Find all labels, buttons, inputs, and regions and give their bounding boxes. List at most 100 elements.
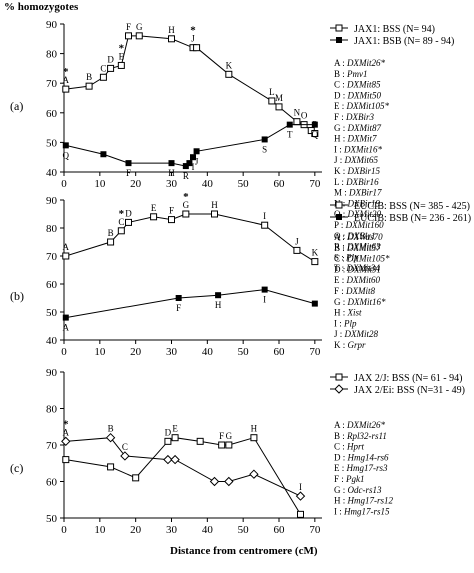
- x-tick-label: 20: [130, 178, 142, 190]
- x-tick-label: 70: [309, 178, 321, 190]
- data-point: [334, 384, 344, 394]
- marker-key-entry: B : Rpl32-rs11: [334, 431, 387, 441]
- marker-key-entry: I : Hmg17-rs15: [334, 506, 390, 516]
- legend-label: JAX 2/J: BSS (N= 61 - 94): [354, 373, 462, 384]
- marker-key-entry: K : DXBir15: [334, 166, 380, 176]
- data-point: [196, 437, 204, 445]
- data-point: [100, 151, 107, 158]
- data-point: [268, 97, 276, 105]
- panel-label: (c): [10, 461, 23, 475]
- point-label: A: [63, 242, 70, 252]
- data-point: [193, 44, 201, 52]
- marker-key-entry: F : DXBir3: [334, 112, 375, 122]
- point-label: M: [275, 93, 283, 103]
- x-tick-label: 70: [309, 524, 321, 536]
- point-label: J: [191, 34, 195, 44]
- marker-key-entry: E : Hmg17-rs3: [334, 463, 388, 473]
- x-tick-label: 50: [238, 178, 250, 190]
- marker-key-entry: H : DXMit7: [334, 134, 377, 144]
- point-label: G: [136, 22, 143, 32]
- data-point: [85, 82, 93, 90]
- marker-key-entry: A : DXMit26*: [334, 58, 386, 68]
- data-point: [250, 434, 258, 442]
- data-point: [62, 252, 70, 260]
- series-1: D E F G H: [62, 424, 304, 518]
- point-label: D: [125, 208, 132, 218]
- data-point: [182, 210, 190, 218]
- data-point: [171, 434, 179, 442]
- y-tick-label: 80: [46, 49, 58, 61]
- legend-label: JAX 2/Ei: BSS (N=31 - 49): [354, 385, 465, 396]
- data-point: [224, 476, 234, 487]
- panel-label: (a): [10, 99, 23, 113]
- marker-key-entry: T : DXMit34: [334, 263, 380, 273]
- x-tick-label: 10: [94, 346, 106, 358]
- point-label: H: [168, 25, 175, 35]
- point-label: Q: [312, 130, 319, 140]
- data-point: [225, 441, 233, 449]
- significance-star: *: [63, 66, 69, 78]
- x-tick-label: 0: [61, 346, 67, 358]
- y-tick-label: 40: [46, 167, 58, 179]
- marker-key-entry: G : Odc-rs13: [334, 485, 382, 495]
- data-point: [295, 491, 306, 501]
- chart-panel: 50 60 70 80 90 0 10 20 30 40 50 60 70 (c) D E F G H A* BC I JA…: [10, 367, 465, 536]
- data-point: [107, 463, 115, 471]
- y-tick-label: 90: [46, 195, 58, 207]
- marker-key-entry: F : DXMit8: [334, 286, 376, 296]
- marker-key-entry: L : DXBir16: [334, 177, 379, 187]
- x-tick-label: 0: [61, 178, 67, 190]
- point-label: A: [63, 427, 70, 437]
- data-point: [125, 160, 132, 167]
- point-label: I: [192, 162, 195, 172]
- marker-key-entry: B : DXMit57: [334, 243, 381, 253]
- marker-key-entry: H : Hmg17-rs12: [334, 496, 394, 506]
- point-label: O: [301, 111, 308, 121]
- significance-star: *: [190, 25, 196, 37]
- x-tick-label: 60: [274, 178, 286, 190]
- x-tick-label: 0: [61, 524, 67, 536]
- data-point: [125, 218, 132, 226]
- significance-star: *: [119, 42, 125, 54]
- marker-key-entry: C : DXMit105*: [334, 254, 390, 264]
- y-tick-label: 80: [46, 223, 58, 235]
- legend-label: JAX1: BSB (N= 89 - 94): [354, 36, 454, 47]
- y-tick-label: 60: [46, 279, 58, 291]
- point-label: D: [165, 427, 172, 437]
- marker-key-entry: D : Hmg14-rs6: [334, 452, 389, 462]
- data-point: [311, 258, 319, 266]
- y-tick-label: 90: [46, 19, 58, 31]
- point-label: E: [119, 51, 125, 61]
- y-tick-label: 60: [46, 477, 58, 489]
- point-label: K: [226, 60, 233, 70]
- y-tick-label: 50: [46, 513, 58, 525]
- legend-label: JAX1: BSS (N= 94): [354, 24, 435, 35]
- data-point: [261, 286, 268, 293]
- series-line: [65, 213, 316, 263]
- point-label: R: [183, 171, 189, 181]
- data-point: [61, 436, 71, 447]
- point-label: G: [226, 431, 233, 441]
- data-point: [163, 454, 173, 465]
- data-point: [186, 160, 193, 167]
- point-label: I: [263, 211, 266, 221]
- data-point: [150, 213, 158, 221]
- data-point: [335, 201, 343, 209]
- marker-key-entry: J : DXMit65: [334, 155, 379, 165]
- marker-key-entry: M : DXBir17: [334, 188, 382, 198]
- point-label: K: [312, 248, 319, 258]
- data-point: [190, 154, 196, 161]
- y-tick-label: 70: [46, 440, 58, 452]
- y-tick-label: 70: [46, 78, 58, 90]
- y-axis-label: % homozygotes: [4, 1, 79, 13]
- data-point: [225, 70, 233, 78]
- x-axis-label: Distance from centromere (cM): [170, 545, 318, 557]
- point-label: H: [215, 300, 222, 310]
- data-point: [261, 221, 269, 229]
- marker-key-entry: C : DXMit85: [334, 80, 381, 90]
